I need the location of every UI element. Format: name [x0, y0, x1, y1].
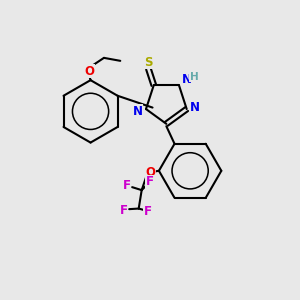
Text: F: F — [120, 203, 128, 217]
Text: F: F — [123, 179, 131, 192]
Text: N: N — [182, 73, 192, 86]
Text: O: O — [84, 65, 94, 78]
Text: N: N — [133, 105, 143, 118]
Text: H: H — [190, 72, 199, 82]
Text: N: N — [190, 101, 200, 114]
Text: O: O — [146, 166, 156, 179]
Text: F: F — [146, 175, 154, 188]
Text: F: F — [144, 205, 152, 218]
Text: S: S — [144, 56, 153, 69]
